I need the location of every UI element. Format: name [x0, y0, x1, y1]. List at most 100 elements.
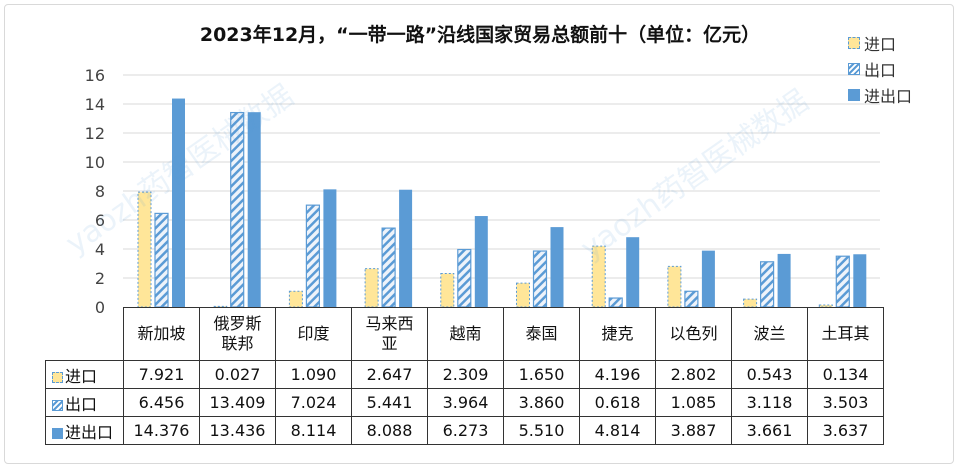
data-cell: 3.637 — [807, 416, 884, 445]
data-cell: 5.510 — [503, 416, 580, 445]
category-label: 越南 — [427, 307, 504, 361]
series-key-icon — [52, 371, 63, 383]
data-cell: 4.196 — [579, 360, 656, 389]
category-label: 捷克 — [579, 307, 656, 361]
row-header: 出口 — [45, 388, 124, 417]
bar-import — [743, 298, 758, 308]
y-tick-label: 14 — [85, 95, 105, 114]
bar-export — [305, 204, 320, 308]
data-cell: 5.441 — [351, 388, 428, 417]
bar-import — [440, 273, 455, 308]
data-cell: 8.114 — [275, 416, 352, 445]
data-cell: 14.376 — [123, 416, 200, 445]
y-tick-label: 4 — [95, 240, 105, 259]
table-corner — [45, 307, 124, 361]
legend-swatch-icon — [848, 63, 860, 75]
data-cell: 3.887 — [655, 416, 732, 445]
data-cell: 6.273 — [427, 416, 504, 445]
bar-import — [667, 265, 682, 308]
y-tick-label: 6 — [95, 211, 105, 230]
data-cell: 1.650 — [503, 360, 580, 389]
bar-import — [516, 282, 530, 308]
category-label: 波兰 — [731, 307, 808, 361]
data-cell: 3.118 — [731, 388, 808, 417]
data-cell: 0.027 — [199, 360, 276, 389]
data-cell: 0.543 — [731, 360, 808, 389]
category-label: 以色列 — [655, 307, 732, 361]
legend-item: 进出口 — [848, 82, 912, 108]
category-label: 俄罗斯 联邦 — [199, 307, 276, 361]
table-row: 进口 7.921 0.027 1.090 2.647 2.309 1.650 4.196 2.8… — [45, 360, 884, 389]
data-cell: 2.309 — [427, 360, 504, 389]
data-cell: 3.661 — [731, 416, 808, 445]
legend-swatch-icon — [848, 89, 860, 101]
data-cell: 3.860 — [503, 388, 580, 417]
chart-title: 2023年12月，“一带一路”沿线国家贸易总额前十（单位：亿元） — [199, 24, 761, 46]
bar-total — [172, 98, 185, 307]
data-cell: 7.024 — [275, 388, 352, 417]
y-tick-label: 10 — [85, 153, 105, 172]
table-row: 出口 6.456 13.409 7.024 5.441 3.964 3.860 0.618 1.… — [45, 388, 884, 417]
series-key-icon — [52, 399, 63, 411]
data-cell: 0.134 — [807, 360, 884, 389]
legend-label: 进口 — [864, 35, 897, 54]
category-label: 马来西 亚 — [351, 307, 428, 361]
bar-total — [701, 250, 715, 307]
data-cell: 2.647 — [351, 360, 428, 389]
data-cell: 7.921 — [123, 360, 200, 389]
bar-export — [684, 290, 699, 308]
category-label: 泰国 — [503, 307, 580, 361]
data-table: 新加坡 俄罗斯 联邦 印度 马来西 亚越南 泰国 捷克 以色列 波兰 土耳其进口 7.921 0.0… — [45, 307, 884, 445]
series-name: 进出口 — [65, 422, 114, 442]
bar-import — [137, 191, 152, 308]
bar-total — [247, 112, 261, 307]
bar-import — [364, 268, 379, 308]
data-cell: 13.436 — [199, 416, 276, 445]
legend-label: 进出口 — [864, 87, 913, 106]
bar-export — [608, 297, 623, 308]
legend-label: 出口 — [864, 61, 897, 80]
data-cell: 13.409 — [199, 388, 276, 417]
bar-export — [457, 248, 472, 308]
series-name: 进口 — [65, 366, 98, 386]
data-cell: 3.964 — [427, 388, 504, 417]
bar-import — [288, 290, 303, 308]
bar-export — [154, 212, 169, 308]
table-row: 进出口 14.376 13.436 8.114 8.088 6.273 5.510 4.814… — [45, 416, 884, 445]
bar-export — [381, 227, 396, 308]
data-cell: 6.456 — [123, 388, 200, 417]
row-header: 进口 — [45, 360, 124, 389]
data-cell: 0.618 — [579, 388, 656, 417]
data-cell: 1.085 — [655, 388, 732, 417]
bar-total — [777, 253, 791, 307]
bar-total — [853, 254, 867, 307]
bar-total — [474, 216, 488, 307]
category-label: 新加坡 — [123, 307, 200, 361]
data-cell: 3.503 — [807, 388, 884, 417]
bar-total — [323, 189, 337, 307]
category-label: 土耳其 — [807, 307, 884, 361]
row-header: 进出口 — [45, 416, 124, 445]
category-label: 印度 — [275, 307, 352, 361]
legend-item: 进口 — [848, 30, 912, 56]
bar-export — [532, 250, 548, 308]
y-tick-label: 12 — [85, 124, 105, 143]
y-tick-label: 8 — [95, 182, 105, 201]
chart-frame — [4, 4, 954, 464]
y-tick-label: 16 — [85, 66, 105, 85]
series-key-icon — [52, 427, 63, 439]
bar-export — [230, 111, 245, 308]
watermark: yaozh药智医械数据 — [575, 83, 816, 266]
bar-total — [550, 227, 564, 307]
bar-total — [626, 237, 640, 307]
bar-import — [213, 305, 228, 308]
bar-export — [835, 255, 850, 308]
legend-item: 出口 — [848, 56, 912, 82]
y-tick-label: 2 — [95, 269, 105, 288]
data-cell: 1.090 — [275, 360, 352, 389]
bar-export — [759, 261, 775, 308]
legend-swatch-icon — [848, 37, 860, 49]
data-cell: 2.802 — [655, 360, 732, 389]
data-cell: 8.088 — [351, 416, 428, 445]
